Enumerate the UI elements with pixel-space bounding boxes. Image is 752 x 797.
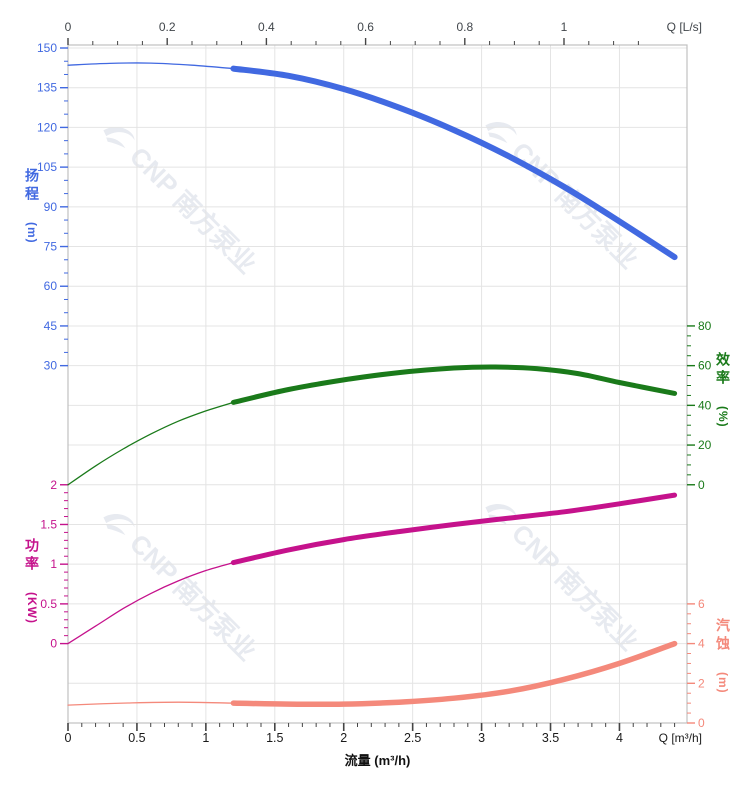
watermark: CNP 南方泵业 [476, 104, 648, 276]
head-curve-thin [67, 62, 235, 70]
npsh-curve-thin [67, 701, 235, 706]
y-axis-unit-efficiency: (%) [716, 405, 730, 428]
y-axis-title-efficiency-text: 效率 [715, 352, 731, 388]
y-axis-title-power: 功率 (KW) [24, 538, 40, 624]
y-axis-title-npsh-text: 汽蚀 [715, 618, 731, 654]
head-tick-label: 105 [37, 160, 57, 174]
power-tick-label: 0 [50, 637, 57, 651]
efficiency-tick-label: 0 [698, 478, 705, 492]
top-axis-unit-label: Q [L/s] [667, 20, 702, 34]
head-tick-label: 90 [44, 200, 58, 214]
head-tick-label: 120 [37, 120, 57, 134]
top-axis-tick-label: 0 [65, 20, 72, 34]
head-curve-thick [230, 65, 678, 261]
power-tick-label: 1 [50, 557, 57, 571]
power-curve-thick [230, 492, 678, 566]
watermark: CNP 南方泵业 [94, 109, 266, 281]
y-axis-title-head: 扬程 (m) [24, 168, 40, 244]
efficiency-tick-label: 60 [698, 359, 712, 373]
efficiency-tick-label: 40 [698, 398, 712, 412]
y-axis-title-head-text: 扬程 [24, 168, 40, 204]
top-axis-tick-label: 0.4 [258, 20, 275, 34]
efficiency-tick-label: 80 [698, 319, 712, 333]
bottom-axis-tick-label: 4 [616, 731, 623, 745]
head-tick-label: 135 [37, 81, 57, 95]
top-axis-tick-label: 1 [561, 20, 568, 34]
efficiency-curve-thick [230, 364, 678, 405]
y-axis-unit-power: (KW) [25, 591, 39, 624]
power-tick-label: 2 [50, 478, 57, 492]
plot-frame [67, 44, 688, 724]
npsh-curve-thick [230, 640, 678, 708]
bottom-axis-tick-label: 0.5 [128, 731, 145, 745]
top-axis-tick-label: 0.8 [456, 20, 473, 34]
power-tick-label: 1.5 [40, 517, 57, 531]
bottom-axis-tick-label: 2 [340, 731, 347, 745]
x-axis-title: 流量 (m³/h) [344, 753, 411, 768]
y-axis-title-efficiency: 效率 (%) [715, 352, 731, 428]
npsh-tick-label: 4 [698, 637, 705, 651]
bottom-axis-tick-label: 1 [202, 731, 209, 745]
head-tick-label: 75 [44, 240, 58, 254]
efficiency-curve-thin [67, 401, 235, 486]
head-tick-label: 45 [44, 319, 58, 333]
bottom-axis-tick-label: 2.5 [404, 731, 421, 745]
head-tick-label: 150 [37, 41, 57, 55]
npsh-tick-label: 6 [698, 597, 705, 611]
power-tick-label: 0.5 [40, 597, 57, 611]
npsh-tick-label: 0 [698, 716, 705, 730]
bottom-axis-tick-label: 3.5 [542, 731, 559, 745]
y-axis-title-npsh: 汽蚀 (m) [715, 618, 731, 694]
cnp-logo-watermark-icon [485, 121, 517, 143]
top-axis-tick-label: 0.2 [159, 20, 176, 34]
efficiency-tick-label: 20 [698, 438, 712, 452]
cnp-logo-watermark-icon [103, 513, 135, 535]
y-axis-unit-head: (m) [25, 221, 39, 244]
power-curve-thin [67, 561, 235, 645]
bottom-axis-tick-label: 1.5 [266, 731, 283, 745]
top-axis-tick-label: 0.6 [357, 20, 374, 34]
bottom-axis-unit-label: Q [m³/h] [659, 731, 702, 745]
npsh-tick-label: 2 [698, 676, 705, 690]
watermark: CNP 南方泵业 [94, 496, 266, 668]
y-axis-title-power-text: 功率 [24, 538, 40, 574]
cnp-logo-watermark-icon [103, 126, 135, 148]
y-axis-unit-npsh: (m) [716, 671, 730, 694]
bottom-axis-tick-label: 0 [65, 731, 72, 745]
head-tick-label: 60 [44, 279, 58, 293]
head-tick-label: 30 [44, 359, 58, 373]
bottom-axis-tick-label: 3 [478, 731, 485, 745]
